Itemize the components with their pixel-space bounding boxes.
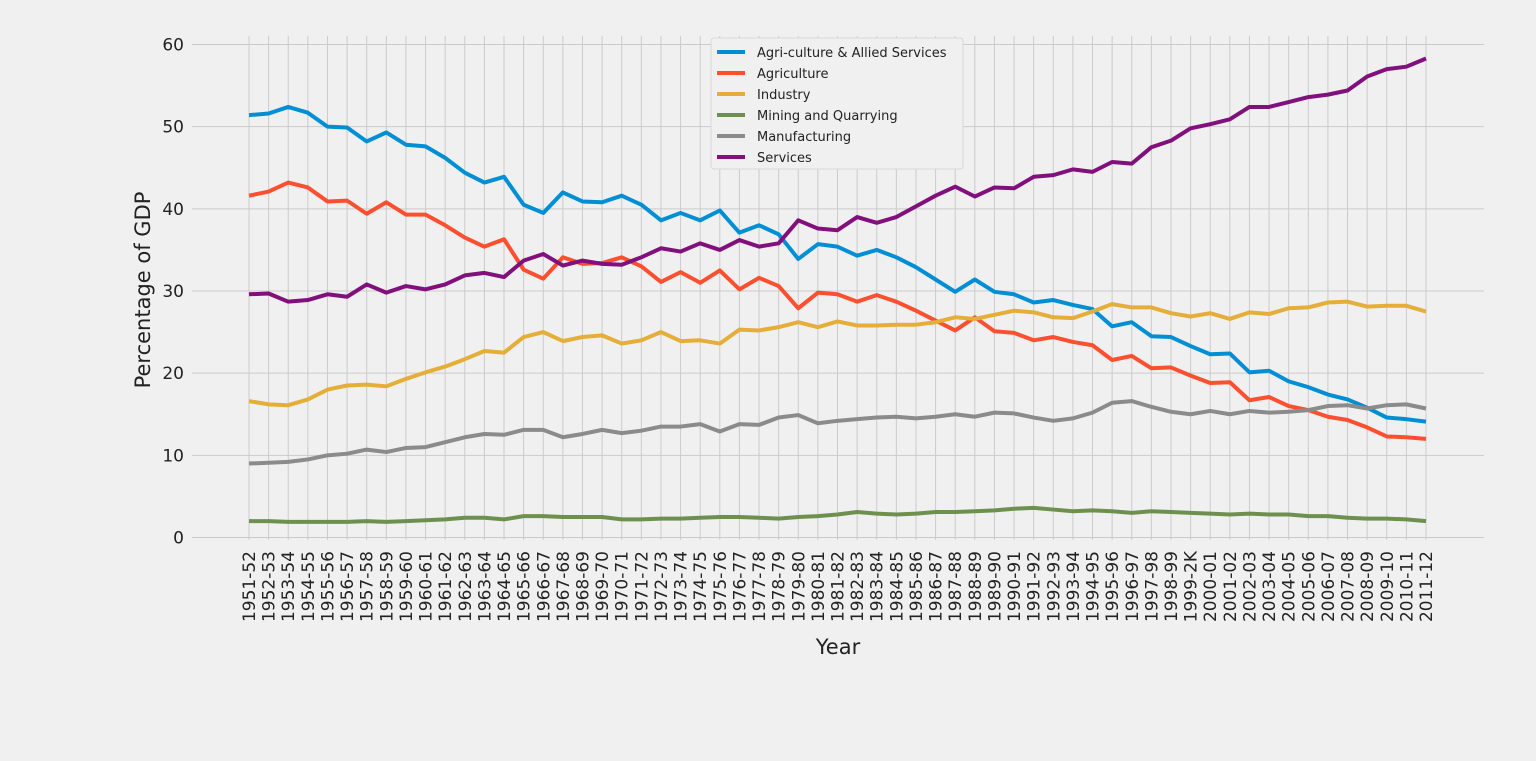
y-tick-label: 20 (162, 364, 184, 384)
x-tick-label: 1979-80 (789, 551, 809, 622)
series-line-industry (248, 299, 1427, 408)
series-line-services (248, 56, 1427, 304)
x-tick-label: 2003-04 (1260, 551, 1280, 622)
x-tick-label: 1994-95 (1084, 551, 1104, 622)
legend-frame (710, 37, 964, 170)
x-tick-label: 1996-97 (1123, 551, 1143, 622)
x-tick-label: 1954-55 (299, 551, 319, 622)
x-tick-label: 2011-12 (1417, 551, 1437, 622)
x-tick-label: 1957-58 (358, 551, 378, 622)
legend-label-agri-culture-allied-services: Agri-culture & Allied Services (757, 46, 947, 61)
x-tick-label: 1987-88 (946, 551, 966, 622)
x-tick-label: 1963-64 (475, 551, 495, 622)
x-tick-label: 1962-63 (456, 551, 476, 622)
x-tick-label: 1977-78 (750, 551, 770, 622)
x-tick-label: 1988-89 (966, 551, 986, 622)
x-tick-label: 1974-75 (691, 551, 711, 622)
x-tick-label: 1985-86 (907, 551, 927, 622)
series-line-mining-and-quarrying (249, 505, 1427, 524)
x-tick-label: 1973-74 (672, 551, 692, 622)
x-tick-label: 2009-10 (1378, 551, 1398, 622)
x-tick-label: 2008-09 (1358, 551, 1378, 622)
x-tick-label: 1964-65 (495, 551, 515, 622)
y-tick-label: 60 (162, 36, 184, 56)
x-axis-label: Year (815, 635, 861, 659)
legend-items: Agri-culture & Allied Services Agricultur… (717, 46, 947, 166)
x-tick-label: 2005-06 (1299, 551, 1319, 622)
x-tick-label: 2006-07 (1319, 551, 1339, 622)
legend-label-manufacturing: Manufacturing (757, 130, 851, 145)
y-tick-label: 40 (162, 200, 184, 220)
x-tick-label: 1978-79 (770, 551, 790, 622)
x-tick-label: 1982-83 (848, 551, 868, 622)
y-tick-label: 10 (162, 446, 184, 466)
x-tick-label: 1972-73 (652, 551, 672, 622)
x-tick-label: 2001-02 (1221, 551, 1241, 622)
x-tick-label: 1992-93 (1044, 551, 1064, 622)
x-tick-label: 2010-11 (1397, 551, 1417, 622)
x-tick-label: 2000-01 (1201, 551, 1221, 622)
x-tick-label: 1981-82 (829, 551, 849, 622)
series-line-agri-culture-allied-services (248, 104, 1427, 424)
x-tick-label: 1983-84 (868, 551, 888, 622)
x-tick-label: 1999-2K (1182, 550, 1202, 622)
y-gridlines (192, 44, 1484, 538)
x-tick-label: 1956-57 (338, 551, 358, 622)
x-tick-label: 1955-56 (318, 551, 338, 622)
x-tick-label: 1960-61 (417, 551, 437, 622)
legend-label-industry: Industry (757, 88, 811, 103)
x-tick-labels: 1951-52 1952-53 1953-54 1954-55 1955-56 1956-… (240, 550, 1437, 622)
x-tick-label: 1961-62 (436, 551, 456, 622)
y-tick-label: 50 (162, 118, 184, 138)
x-tick-label: 2002-03 (1240, 551, 1260, 622)
series-line-agriculture (248, 180, 1427, 441)
x-tick-label: 1969-70 (593, 551, 613, 622)
x-tick-label: 1989-90 (985, 551, 1005, 622)
x-tick-label: 1968-69 (573, 551, 593, 622)
x-tick-label: 1993-94 (1064, 551, 1084, 622)
y-tick-label: 0 (173, 529, 184, 549)
legend: Agri-culture & Allied Services Agricultur… (710, 37, 964, 170)
series-line-manufacturing (248, 399, 1427, 466)
legend-label-mining-and-quarrying: Mining and Quarrying (757, 109, 898, 124)
x-tick-label: 1966-67 (534, 551, 554, 622)
x-tick-label: 1984-85 (887, 551, 907, 622)
x-tick-label: 1997-98 (1142, 551, 1162, 622)
y-tick-labels: 0 10 20 30 40 50 60 (162, 36, 184, 549)
x-tick-label: 1970-71 (613, 551, 633, 622)
x-tick-label: 1959-60 (397, 551, 417, 622)
x-gridlines (248, 36, 1427, 540)
x-tick-label: 1952-53 (260, 551, 280, 622)
x-tick-label: 1995-96 (1103, 551, 1123, 622)
y-axis-label: Percentage of GDP (131, 192, 155, 389)
x-tick-label: 2004-05 (1280, 551, 1300, 622)
x-tick-label: 1965-66 (515, 551, 535, 622)
legend-label-agriculture: Agriculture (757, 67, 829, 82)
x-tick-label: 1998-99 (1162, 551, 1182, 622)
x-tick-label: 1971-72 (632, 551, 652, 622)
legend-label-services: Services (757, 151, 812, 166)
x-tick-label: 1991-92 (1025, 551, 1045, 622)
x-tick-label: 1958-59 (377, 551, 397, 622)
x-tick-label: 1980-81 (809, 551, 829, 622)
x-tick-label: 1976-77 (730, 551, 750, 622)
x-tick-label: 1967-68 (554, 551, 574, 622)
x-tick-label: 2007-08 (1339, 551, 1359, 622)
x-tick-label: 1986-87 (927, 551, 947, 622)
x-tick-label: 1953-54 (279, 551, 299, 622)
y-tick-label: 30 (162, 282, 184, 302)
x-tick-label: 1990-91 (1005, 551, 1025, 622)
series-lines (248, 56, 1427, 524)
x-tick-label: 1975-76 (711, 551, 731, 622)
x-tick-label: 1951-52 (240, 551, 260, 622)
